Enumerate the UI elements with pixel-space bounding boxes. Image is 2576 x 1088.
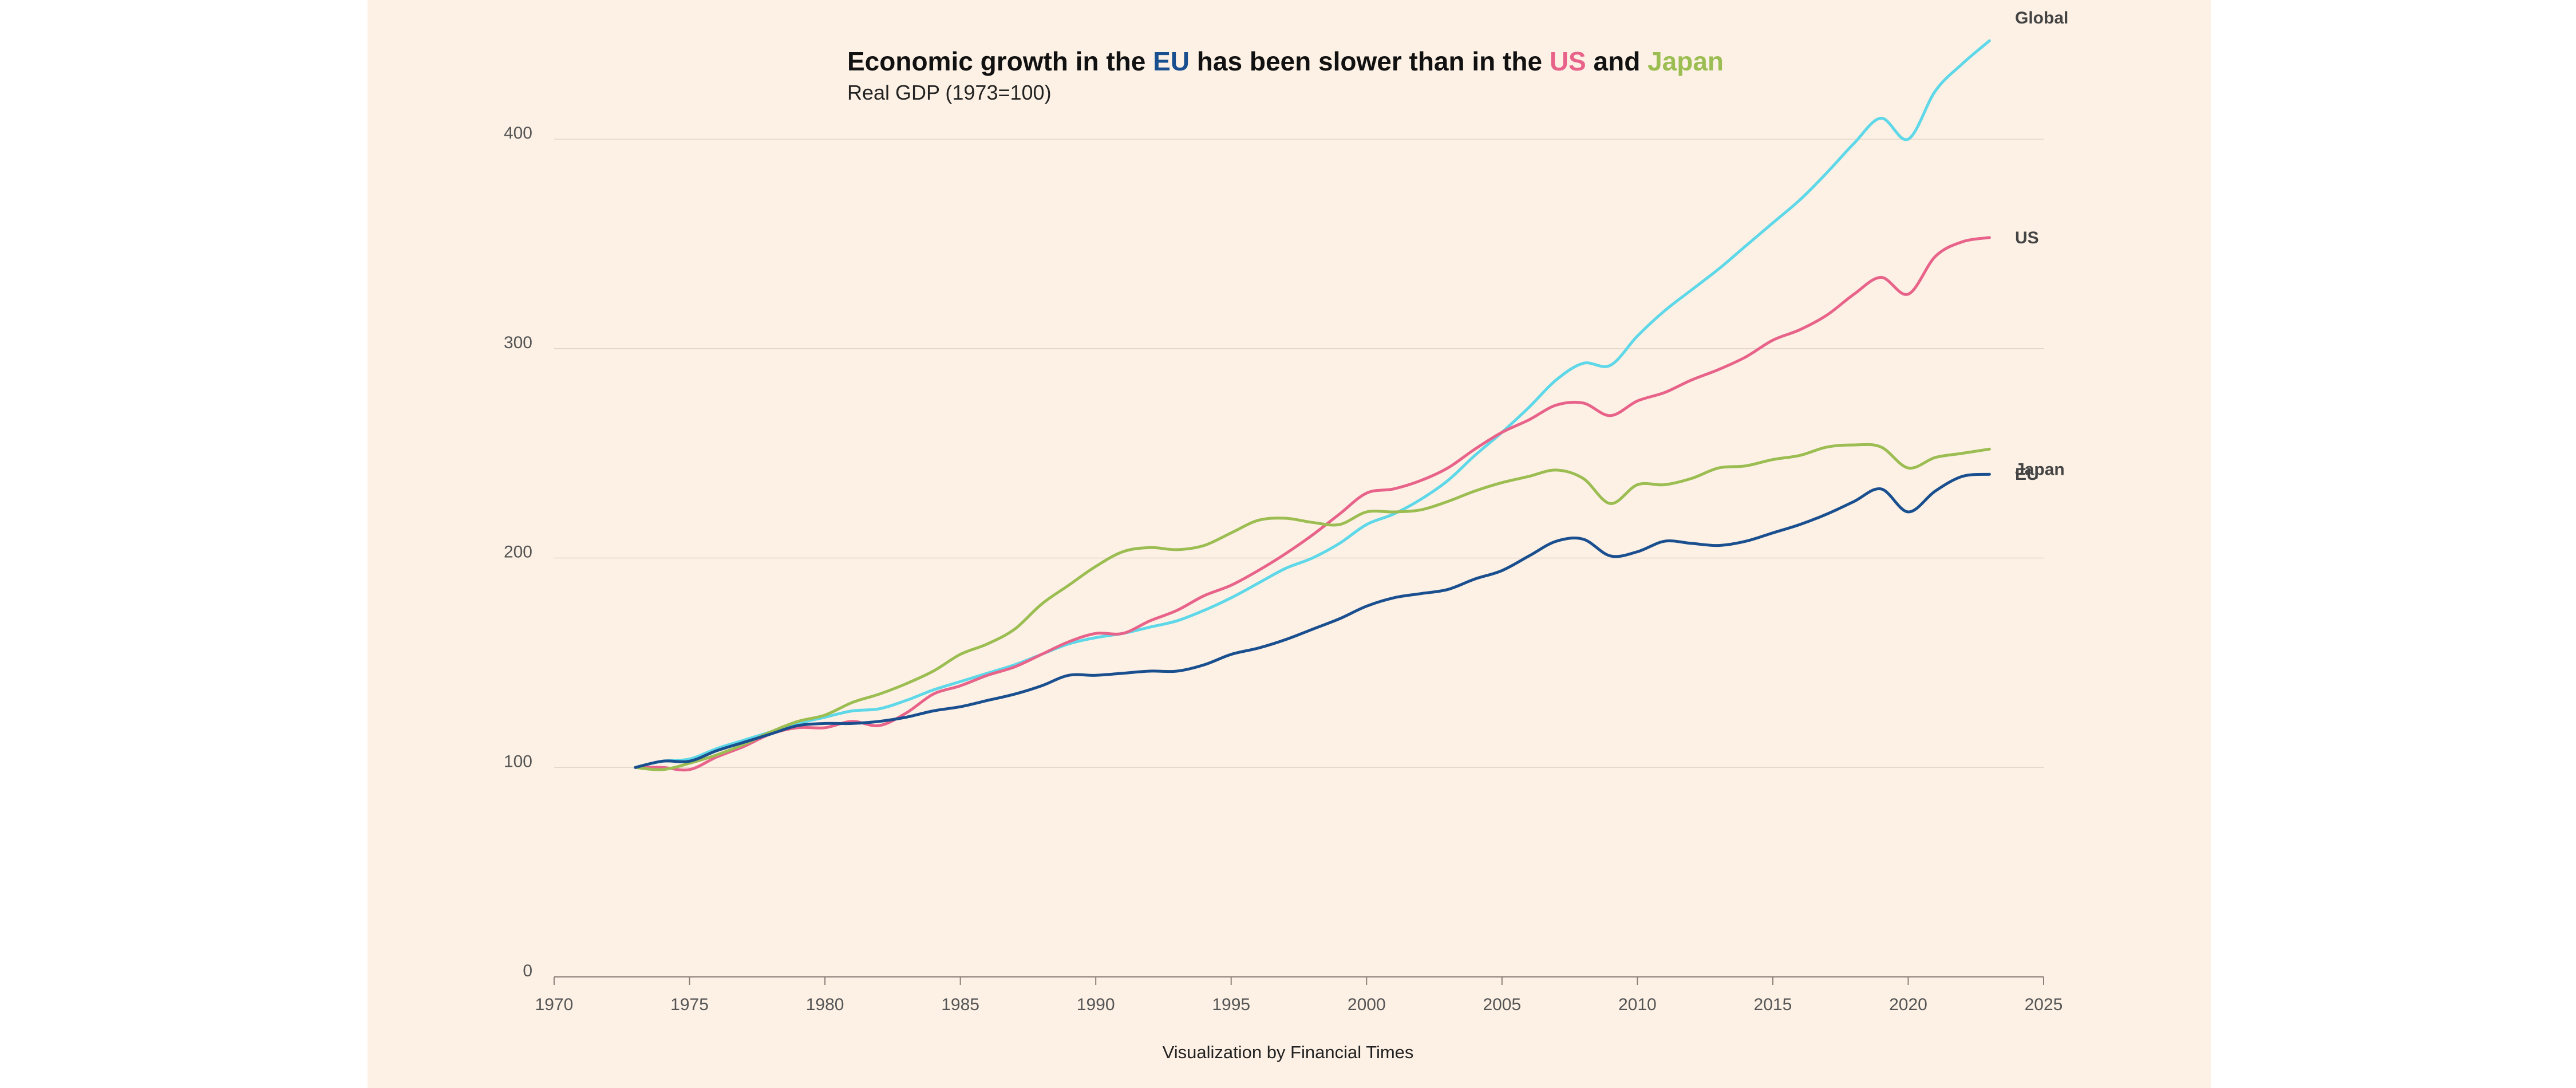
series-line-global bbox=[634, 39, 1991, 769]
x-tick-label-1990: 1990 bbox=[1077, 995, 1115, 1014]
x-axis: 1970 1975 1980 1985 1990 1995 2000 2005 2010 2015… bbox=[535, 976, 2063, 1014]
series-lines bbox=[634, 39, 1991, 772]
x-tick-label-1985: 1985 bbox=[941, 995, 979, 1014]
chart-background bbox=[368, 0, 2211, 1088]
series-line-us bbox=[634, 236, 1991, 772]
y-tick-label-300: 300 bbox=[504, 333, 532, 352]
x-tick-label-2005: 2005 bbox=[1483, 995, 1521, 1014]
x-tick-label-1975: 1975 bbox=[670, 995, 709, 1014]
series-label-us: US bbox=[2015, 228, 2039, 247]
series-label-global: Global bbox=[2015, 9, 2068, 27]
y-tick-label-0: 0 bbox=[523, 961, 532, 980]
y-tick-label-200: 200 bbox=[504, 543, 532, 562]
y-axis-ticks: 0 100 200 300 400 bbox=[504, 124, 532, 980]
title-part-2: has been slower than in the bbox=[1190, 46, 1550, 76]
title-part-4: and bbox=[1586, 46, 1647, 76]
gridlines bbox=[554, 139, 2044, 768]
x-tick-label-2015: 2015 bbox=[1754, 995, 1792, 1014]
y-tick-label-100: 100 bbox=[504, 752, 532, 771]
series-line-eu bbox=[634, 472, 1991, 769]
title-part-0: Economic growth in the bbox=[847, 46, 1153, 76]
x-tick-label-2020: 2020 bbox=[1889, 995, 1927, 1014]
series-line-japan bbox=[634, 443, 1991, 771]
chart-footer: Visualization by Financial Times bbox=[1163, 1042, 1414, 1062]
title-part-5: Japan bbox=[1647, 46, 1724, 76]
x-tick-label-2025: 2025 bbox=[2025, 995, 2063, 1014]
x-tick-label-1980: 1980 bbox=[806, 995, 844, 1014]
x-tick-label-2010: 2010 bbox=[1618, 995, 1657, 1014]
x-tick-label-1970: 1970 bbox=[535, 995, 574, 1014]
series-label-japan: Japan bbox=[2015, 460, 2065, 479]
x-tick-label-2000: 2000 bbox=[1348, 995, 1386, 1014]
x-tick-label-1995: 1995 bbox=[1212, 995, 1250, 1014]
y-tick-label-400: 400 bbox=[504, 124, 532, 143]
chart-subtitle: Real GDP (1973=100) bbox=[847, 81, 1052, 104]
title-part-3: US bbox=[1550, 46, 1586, 76]
chart-title: Economic growth in the EU has been slowe… bbox=[847, 46, 1724, 76]
title-part-1: EU bbox=[1153, 46, 1190, 76]
series-label-eu: EU bbox=[2015, 465, 2039, 484]
